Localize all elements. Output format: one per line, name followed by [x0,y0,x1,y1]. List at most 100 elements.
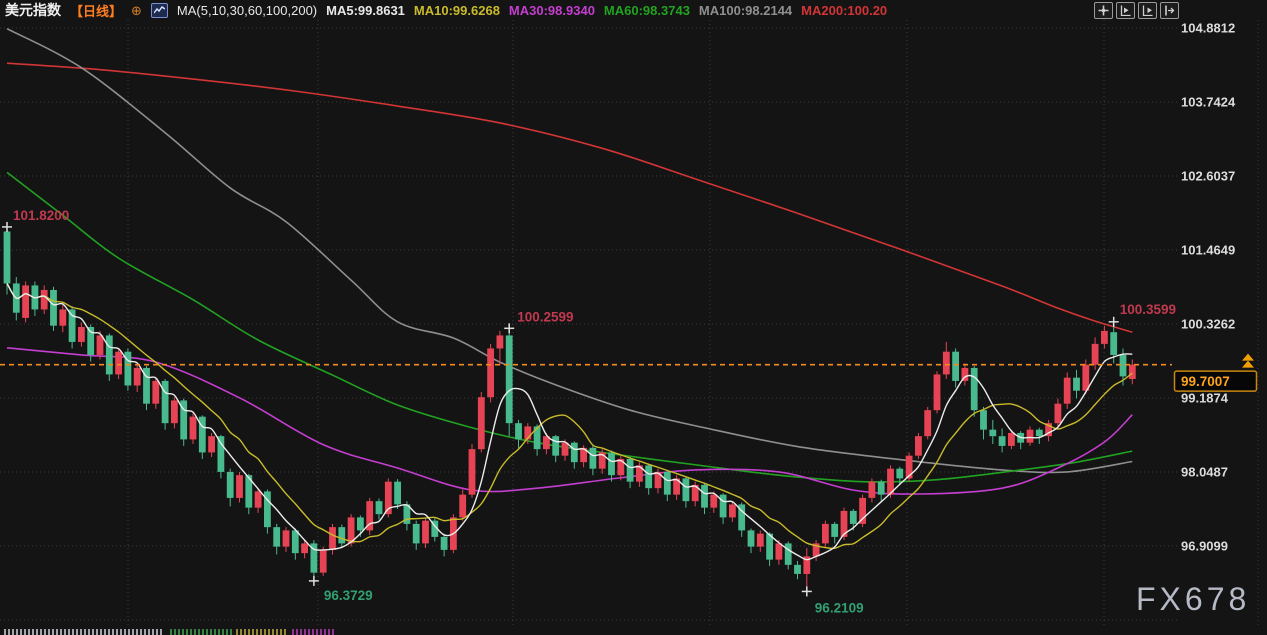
candle-body [468,449,476,495]
candle-body [487,348,494,398]
candle-body [738,504,746,531]
chart-toolbar [1094,2,1179,19]
candle-body [617,458,625,476]
latest-price-arrow-icon[interactable] [1242,353,1254,368]
candle-body [217,436,225,472]
candle-body [580,447,587,463]
candle-body [1119,354,1127,377]
candle-body [859,497,866,524]
candles-layer[interactable] [3,226,1136,592]
candle-body [319,549,327,573]
ma10-line [6,283,1133,550]
y-axis-label: 98.0487 [1181,464,1228,479]
chart-type-icon[interactable] [150,2,168,18]
extreme-annotation: 96.3729 [308,575,373,603]
price-tag-value: 99.7007 [1181,374,1230,389]
y-axis-label: 102.6037 [1181,168,1235,183]
candle-body [896,468,904,479]
candle-body [22,285,29,318]
ma-group-label: MA(5,10,30,60,100,200) [176,2,318,18]
ma30-line [6,346,1133,495]
candle-body [877,481,885,495]
toolbar-button-collapse-right[interactable] [1160,2,1179,19]
candle-body [1082,364,1090,391]
extreme-annotation: 96.2109 [801,586,864,615]
candle-body [970,367,978,411]
candle-body [1091,343,1099,365]
extreme-price-label: 96.2109 [815,600,864,615]
candle-body [3,231,11,284]
price-tag: 99.7007 [1173,370,1258,392]
candle-body [78,326,85,342]
candle-body [366,501,374,531]
y-axis-label: 104.8812 [1181,21,1235,36]
candle-body [459,494,467,518]
candle-body [673,478,680,495]
candle-body [189,416,197,440]
candle-body [729,504,736,518]
candle-body [59,309,67,326]
candle-body [226,471,234,498]
toolbar-button-scale-right[interactable] [1138,2,1157,19]
candle-body [533,426,541,450]
candle-body [626,458,634,482]
clipped-indicator-row [236,629,288,635]
candle-body [133,367,141,386]
ma60-value: MA60:98.3743 [603,2,690,18]
y-axis[interactable]: 104.8812 103.7424 102.6037 101.4649 100.3262… [1181,21,1236,554]
candle-body [775,543,783,560]
candle-body [124,351,132,386]
candle-body [440,536,448,550]
y-axis-label: 100.3262 [1181,316,1235,331]
candle-body [310,543,318,573]
chart-header: 美元指数 【日线】 ⊕ MA(5,10,30,60,100,200) MA5:9… [5,1,887,19]
extreme-annotation: 101.8200 [2,208,69,232]
instrument-title: 美元指数 [5,2,61,18]
candle-body [496,335,504,349]
candle-body [701,484,708,508]
candle-body [812,543,820,557]
y-axis-label: 96.9099 [1181,538,1228,553]
candle-body [403,504,411,524]
ma5-line [6,283,1133,561]
candle-body [887,468,894,495]
timeframe-label[interactable]: 【日线】 [70,3,123,19]
candle-body [505,335,513,424]
candle-body [152,380,160,404]
candle-body [422,520,429,544]
candle-body [524,426,532,440]
ma30-value: MA30:98.9340 [508,2,595,18]
candle-body [198,416,206,453]
y-axis-label: 103.7424 [1181,95,1236,110]
candle-body [96,335,104,355]
candle-body [347,517,355,544]
candle-body [1110,332,1118,355]
candle-body [980,410,987,430]
ma200-line [6,62,1133,333]
extreme-price-label: 100.2599 [517,309,573,324]
expand-icon[interactable]: ⊕ [131,2,142,18]
candle-body [1035,429,1043,437]
candle-body [40,289,48,310]
candle-body [747,530,755,547]
candle-body [589,447,597,469]
y-axis-label: 99.1874 [1181,391,1229,406]
candle-body [561,442,569,456]
toolbar-button-scale-left[interactable] [1116,2,1135,19]
candle-body [115,351,122,375]
candle-body [924,410,932,437]
candle-body [161,380,169,424]
candle-body [915,436,922,456]
candle-body [989,429,997,437]
y-axis-label: 101.4649 [1181,243,1235,258]
candle-body [822,523,829,544]
candle-body [50,289,57,326]
scale-right-icon [1142,5,1153,16]
candle-body [803,556,811,574]
candle-body [254,491,262,508]
candle-body [1128,364,1136,379]
pan-icon [1098,5,1109,16]
toolbar-button-pan[interactable] [1094,2,1113,19]
candle-body [1063,377,1071,404]
